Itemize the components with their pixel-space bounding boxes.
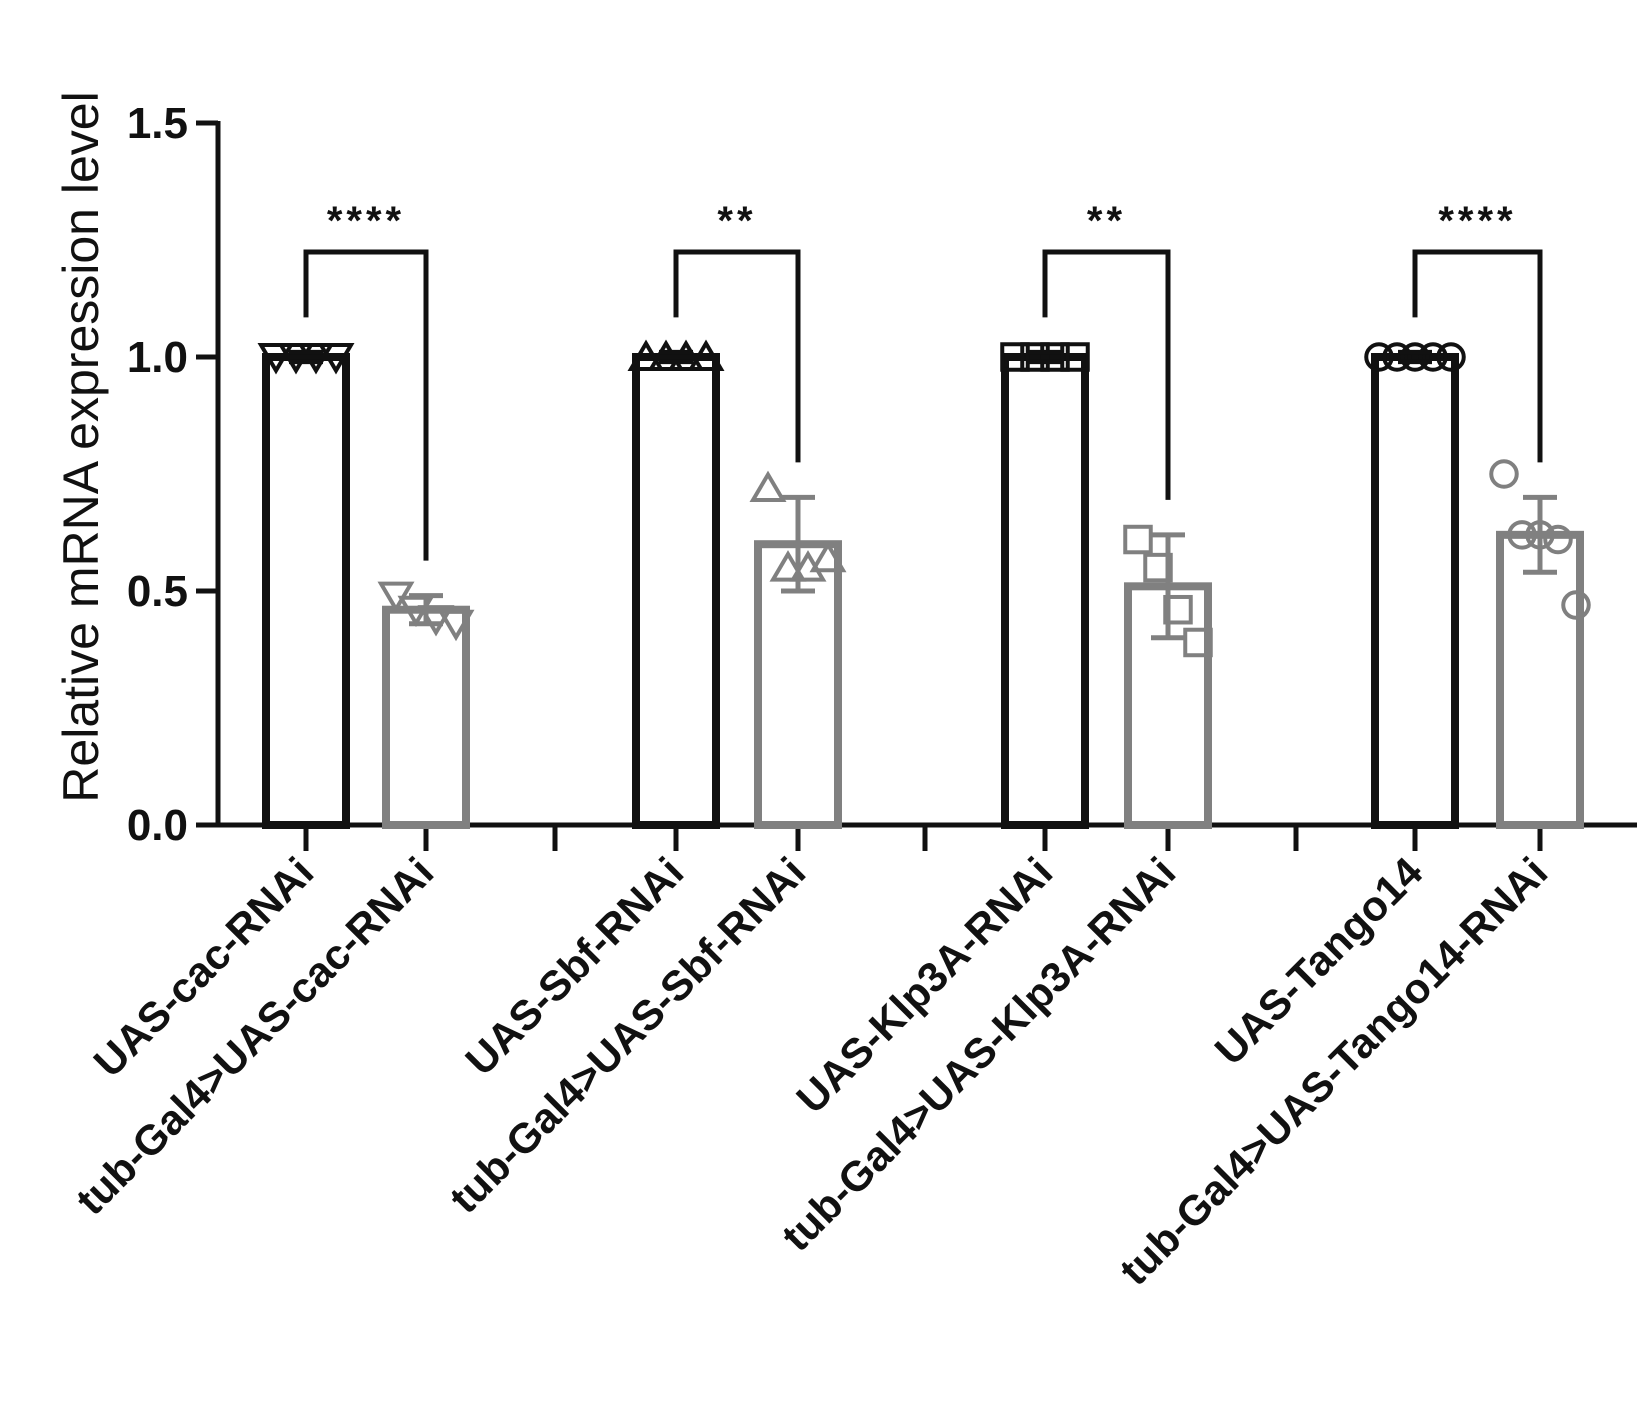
error-bars [289, 349, 1557, 641]
y-tick-label: 0.0 [127, 801, 188, 850]
data-point [1123, 524, 1153, 555]
data-point [1436, 342, 1466, 372]
data-point [1163, 594, 1193, 625]
significance-bracket [1042, 249, 1171, 500]
data-point [627, 339, 665, 371]
data-point [1143, 552, 1173, 583]
data-point [437, 609, 475, 642]
significance-bracket [1412, 249, 1543, 463]
significance-bracket [673, 249, 801, 463]
data-point [1382, 342, 1412, 372]
axes: 0.0 0.5 1.0 1.5 [127, 99, 1637, 851]
axis-labels: Relative mRNA expression level UAS-cac-R… [53, 91, 1556, 1294]
data-point [1418, 342, 1448, 372]
data-point [1489, 459, 1519, 489]
bar [1001, 353, 1089, 829]
significance-label: **** [1438, 199, 1516, 243]
data-point [1183, 627, 1213, 658]
data-point [1040, 342, 1070, 372]
category-label: UAS-cac-RNAi [84, 848, 322, 1086]
y-tick-label: 0.5 [127, 567, 188, 616]
category-label: UAS-Sbf-RNAi [456, 848, 692, 1084]
data-point [1400, 342, 1430, 372]
data-point [1020, 342, 1050, 372]
data-point [809, 540, 847, 573]
bars [262, 353, 1584, 830]
significance-bracket [303, 249, 429, 561]
significance-label: ** [717, 199, 756, 243]
data-point [749, 470, 787, 503]
data-point [257, 343, 295, 375]
significance-brackets: **** ** ** **** [303, 199, 1543, 561]
y-tick-label: 1.5 [127, 99, 188, 148]
significance-label: ** [1087, 199, 1126, 243]
data-point [687, 339, 725, 371]
significance-label: **** [327, 199, 405, 243]
data-point [1060, 342, 1090, 372]
bar [632, 353, 720, 829]
bar [382, 605, 470, 829]
data-point [1364, 342, 1394, 372]
y-axis-label: Relative mRNA expression level [53, 91, 109, 802]
data-point [1561, 590, 1591, 620]
bar [1496, 530, 1584, 830]
bar [262, 353, 350, 829]
data-points [257, 339, 1591, 658]
category-label: UAS-Tango14 [1206, 848, 1432, 1074]
data-point [1000, 342, 1030, 372]
data-point [1507, 520, 1537, 550]
data-point [317, 343, 355, 375]
y-tick-label: 1.0 [127, 333, 188, 382]
data-point [1543, 524, 1573, 555]
bar [1371, 353, 1459, 829]
